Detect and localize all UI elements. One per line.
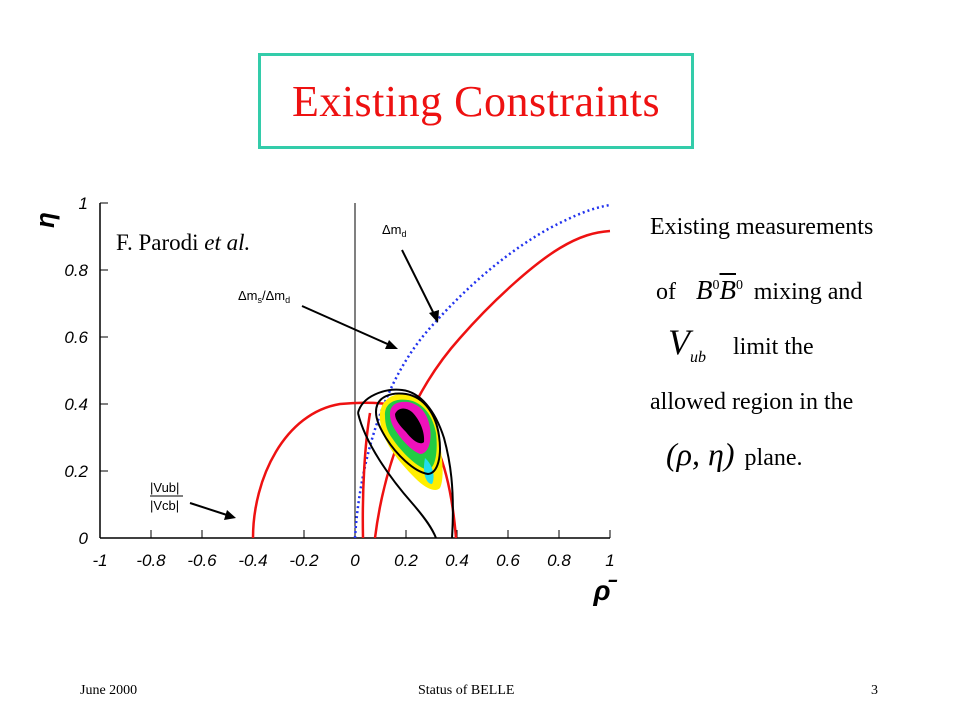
- vub-math: Vub: [668, 322, 715, 366]
- dms-dmd-curve: [353, 203, 611, 539]
- x-tick-label: 0.6: [496, 551, 520, 570]
- x-axis-label: ρ̄: [593, 575, 618, 606]
- contour-outer: [357, 388, 454, 539]
- allowed-region: [379, 393, 443, 490]
- rho-eta-math: (ρ, η): [666, 436, 735, 472]
- x-tick-label: -0.2: [289, 551, 319, 570]
- attribution-etal: et al.: [204, 230, 250, 255]
- x-tick-label: -0.4: [238, 551, 267, 570]
- vub-arrowhead: [224, 510, 236, 520]
- side-line-1: Existing measurements: [650, 213, 873, 241]
- vcb-label: |Vcb|: [150, 498, 179, 513]
- title-box: Existing Constraints: [258, 53, 694, 149]
- b-symbol: B: [696, 275, 713, 305]
- dms-label-div-sub: d: [285, 295, 290, 305]
- x-tick-label: 0.2: [394, 551, 418, 570]
- dms-label-main: Δm: [238, 288, 258, 303]
- y-tick-label: 1: [79, 194, 88, 213]
- x-tick-label: 1: [605, 551, 614, 570]
- side-text-plane: plane.: [744, 445, 803, 471]
- footer-center: Status of BELLE: [418, 683, 515, 698]
- side-text-of: of: [656, 279, 676, 305]
- bbar-symbol: B: [719, 275, 737, 305]
- y-tick-label: 0.2: [64, 462, 88, 481]
- y-tick-marks: [100, 202, 108, 539]
- dms-dmd-arrowhead: [385, 340, 398, 349]
- dmd-outer-curve: [373, 229, 611, 539]
- y-tick-label: 0: [79, 529, 89, 548]
- footer-date: June 2000: [80, 683, 138, 698]
- y-tick-label: 0.8: [64, 261, 88, 280]
- y-axis-label: η̄: [40, 205, 60, 228]
- dms-dmd-arrow: [301, 305, 393, 347]
- side-text-mixing: mixing and: [753, 279, 863, 305]
- side-text-measurements: Existing measurements: [650, 214, 874, 240]
- side-line-5: (ρ, η) plane.: [666, 438, 803, 472]
- dms-dmd-label: Δms/Δmd: [238, 288, 290, 305]
- footer-page-number: 3: [871, 683, 878, 698]
- b-sup: 0: [712, 278, 720, 293]
- x-tick-label: -1: [92, 551, 107, 570]
- side-text-allowed: allowed region in the: [650, 389, 854, 415]
- dms-label-div: /Δm: [262, 288, 285, 303]
- side-line-4: allowed region in the: [650, 388, 853, 416]
- attribution-name: F. Parodi: [116, 230, 204, 255]
- y-tick-label: 0.4: [64, 395, 88, 414]
- vub-label: |Vub|: [150, 480, 179, 495]
- x-tick-label: -0.6: [187, 551, 217, 570]
- bbar-sup: 0: [736, 278, 743, 293]
- dmd-arrowhead: [429, 310, 439, 323]
- dmd-inner-curve: [361, 412, 372, 539]
- rho-eta-plot: -1 -0.8 -0.6 -0.4 -0.2 0 0.2 0.4 0.6 0.8…: [40, 194, 618, 606]
- slide-title: Existing Constraints: [291, 76, 661, 126]
- attribution: F. Parodi et al.: [116, 230, 250, 255]
- x-tick-label: 0.4: [445, 551, 469, 570]
- dmd-label: Δmd: [382, 222, 407, 239]
- x-tick-label: 0.8: [547, 551, 571, 570]
- dmd-label-sub: d: [402, 229, 407, 239]
- side-line-3: Vub limit the: [668, 324, 814, 372]
- b0-bbar0-math: B0B0: [696, 275, 750, 305]
- y-tick-label: 0.6: [64, 328, 88, 347]
- dmd-label-main: Δm: [382, 222, 402, 237]
- contour-inner: [374, 392, 441, 476]
- dms-label-sub: s: [258, 295, 263, 305]
- x-tick-label: -0.8: [136, 551, 166, 570]
- v-sub: ub: [690, 349, 706, 367]
- v-symbol: V: [668, 322, 690, 362]
- vub-arrow: [189, 502, 231, 517]
- side-text-limit: limit the: [733, 334, 814, 360]
- x-tick-label: 0: [350, 551, 360, 570]
- dmd-arrow: [401, 249, 437, 319]
- side-line-2: of B0B0 mixing and: [656, 272, 862, 306]
